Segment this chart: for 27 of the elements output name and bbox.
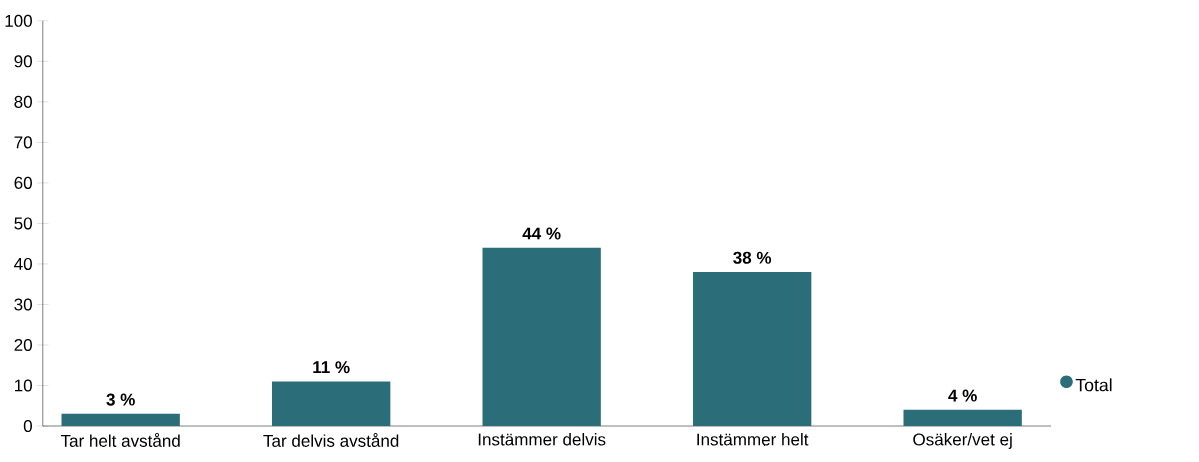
y-tick-label: 20 xyxy=(14,338,32,352)
x-tick-label: Osäker/vet ej xyxy=(913,433,1012,449)
y-tick-label: 40 xyxy=(14,257,32,270)
x-tick-label: Instämmer delvis xyxy=(478,433,606,446)
y-tick-label: 30 xyxy=(14,298,32,311)
y-tick-label: 10 xyxy=(15,379,32,392)
x-tick-label: Tar helt avstånd xyxy=(60,433,180,447)
bar xyxy=(61,413,180,427)
bar xyxy=(271,381,391,427)
y-tick-label: 100 xyxy=(5,14,32,27)
y-tick-label: 90 xyxy=(14,55,32,68)
y-tick-label: 80 xyxy=(14,95,32,108)
data-label: 11 % xyxy=(313,361,350,374)
x-tick-label: Instämmer helt xyxy=(697,433,809,446)
bar xyxy=(903,409,1022,427)
y-tick-label: 70 xyxy=(14,136,32,149)
data-label: 3 % xyxy=(106,393,135,406)
x-tick-label: Tar delvis avstånd xyxy=(263,433,399,447)
data-label: 44 % xyxy=(522,227,561,240)
data-label: 38 % xyxy=(733,251,772,264)
y-tick-label: 60 xyxy=(14,176,32,189)
bar xyxy=(482,247,601,427)
y-tick-label: 50 xyxy=(14,217,32,230)
bar xyxy=(692,272,812,427)
y-tick-label: 0 xyxy=(23,419,32,433)
data-label: 4 % xyxy=(948,389,977,402)
legend-label: Total xyxy=(1075,378,1112,392)
